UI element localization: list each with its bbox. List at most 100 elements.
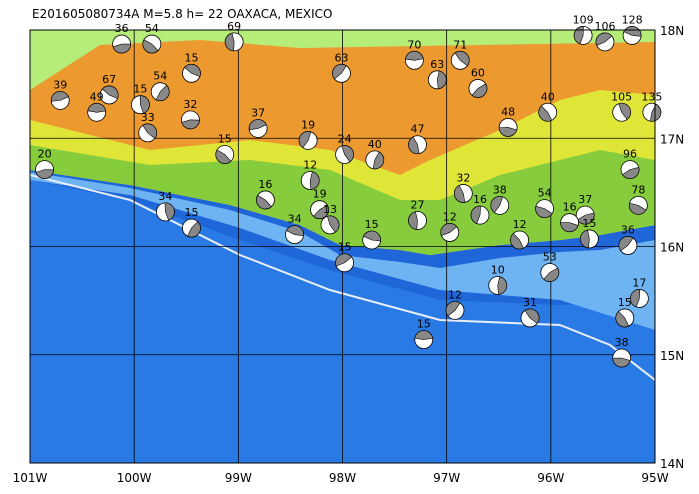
focal-mechanism: 15 xyxy=(579,217,599,249)
depth-label: 20 xyxy=(38,148,52,161)
focal-mechanism: 32 xyxy=(453,171,473,203)
compression-quadrant xyxy=(155,84,170,101)
focal-mechanism: 54 xyxy=(150,70,170,102)
focal-mechanism: 78 xyxy=(628,183,648,215)
compression-quadrant xyxy=(630,289,641,308)
depth-label: 12 xyxy=(513,218,527,231)
depth-label: 15 xyxy=(582,217,596,230)
compression-quadrant xyxy=(142,39,159,54)
focal-mechanism: 60 xyxy=(468,66,488,98)
frame xyxy=(29,29,656,464)
depth-label: 34 xyxy=(288,213,302,226)
focal-mechanism: 12 xyxy=(510,218,529,250)
y-tick-label: 14N xyxy=(660,457,684,471)
depth-label: 37 xyxy=(578,193,592,206)
focal-mechanism: 135 xyxy=(641,90,662,122)
compression-quadrant xyxy=(510,232,524,250)
compression-quadrant xyxy=(524,308,540,324)
compression-quadrant xyxy=(498,127,518,137)
compression-quadrant xyxy=(326,215,340,233)
focal-mechanism: 71 xyxy=(450,38,470,70)
compression-quadrant xyxy=(618,236,634,252)
focal-mechanism: 16 xyxy=(256,178,275,210)
depth-label: 15 xyxy=(365,218,379,231)
depth-label: 53 xyxy=(543,250,557,263)
compression-quadrant xyxy=(615,311,630,328)
depth-label: 32 xyxy=(456,171,470,184)
depth-label: 15 xyxy=(218,132,232,145)
depth-label: 40 xyxy=(541,90,555,103)
focal-mechanism: 16 xyxy=(470,193,490,225)
depth-label: 47 xyxy=(411,123,425,136)
depth-label: 48 xyxy=(501,105,515,118)
compression-quadrant xyxy=(595,32,613,46)
compression-quadrant xyxy=(313,204,329,219)
focal-mechanism: 63 xyxy=(427,58,447,90)
compression-quadrant xyxy=(187,221,201,238)
depth-label: 37 xyxy=(251,107,265,120)
trench xyxy=(30,174,655,381)
focal-mechanism: 10 xyxy=(488,263,508,295)
focal-mechanism: 17 xyxy=(629,276,649,308)
compression-quadrant xyxy=(164,202,175,221)
title: E201605080734A M=5.8 h= 22 OAXACA, MEXIC… xyxy=(32,7,333,21)
compression-quadrant xyxy=(372,151,385,170)
focal-mechanism: 37 xyxy=(248,107,268,138)
compression-quadrant xyxy=(623,26,642,37)
depth-label: 27 xyxy=(411,199,425,212)
depth-label: 15 xyxy=(338,241,352,254)
depth-label: 10 xyxy=(491,263,505,276)
depth-label: 54 xyxy=(538,187,552,200)
compression-quadrant xyxy=(332,64,347,80)
compression-quadrant xyxy=(414,330,433,340)
focal-mechanism: 40 xyxy=(538,90,558,122)
depth-label: 15 xyxy=(184,51,198,64)
focal-mechanism: 15 xyxy=(131,83,150,115)
depth-label: 19 xyxy=(301,118,315,131)
compression-quadrant xyxy=(286,225,304,237)
compression-quadrant xyxy=(454,185,466,203)
focal-mechanism: 20 xyxy=(35,148,54,180)
compression-quadrant xyxy=(471,83,488,98)
compression-quadrant xyxy=(298,131,312,149)
x-tick-label: 97W xyxy=(433,471,460,485)
compression-quadrant xyxy=(87,103,106,113)
compression-quadrant xyxy=(142,123,157,139)
focal-mechanism: 15 xyxy=(182,206,201,238)
compression-quadrant xyxy=(408,136,420,155)
depth-label: 17 xyxy=(632,276,646,289)
depth-label: 63 xyxy=(430,58,444,71)
depth-label: 70 xyxy=(407,38,421,51)
focal-mechanism: 40 xyxy=(365,138,385,170)
focal-mechanism: 16 xyxy=(560,201,579,233)
y-tick-label: 16N xyxy=(660,241,684,255)
depth-label: 12 xyxy=(303,158,317,171)
compression-quadrant xyxy=(335,253,352,267)
focal-mechanism: 70 xyxy=(404,38,424,70)
compression-quadrant xyxy=(436,70,447,90)
depth-label: 19 xyxy=(313,188,327,201)
depth-label: 16 xyxy=(473,193,487,206)
compression-quadrant xyxy=(215,149,232,164)
depth-label: 54 xyxy=(145,22,159,35)
focal-mechanism: 15 xyxy=(414,318,434,349)
depth-label: 71 xyxy=(453,38,467,51)
compression-quadrant xyxy=(181,119,200,130)
focal-mechanism: 69 xyxy=(224,20,244,52)
depth-label: 16 xyxy=(258,178,272,191)
focal-mechanism: 54 xyxy=(142,22,162,54)
compression-quadrant xyxy=(184,64,201,78)
depth-label: 78 xyxy=(631,183,645,196)
depth-label: 15 xyxy=(184,206,198,219)
depth-label: 40 xyxy=(368,138,382,151)
depth-label: 15 xyxy=(133,83,147,96)
compression-quadrant xyxy=(454,51,470,67)
compression-quadrant xyxy=(622,166,640,179)
depth-label: 12 xyxy=(448,288,462,301)
compression-quadrant xyxy=(112,43,131,54)
focal-mechanism: 38 xyxy=(612,336,632,368)
compression-quadrant xyxy=(139,95,150,114)
x-tick-label: 100W xyxy=(117,471,152,485)
y-tick-label: 15N xyxy=(660,349,684,363)
focal-mechanism: 31 xyxy=(520,296,540,328)
